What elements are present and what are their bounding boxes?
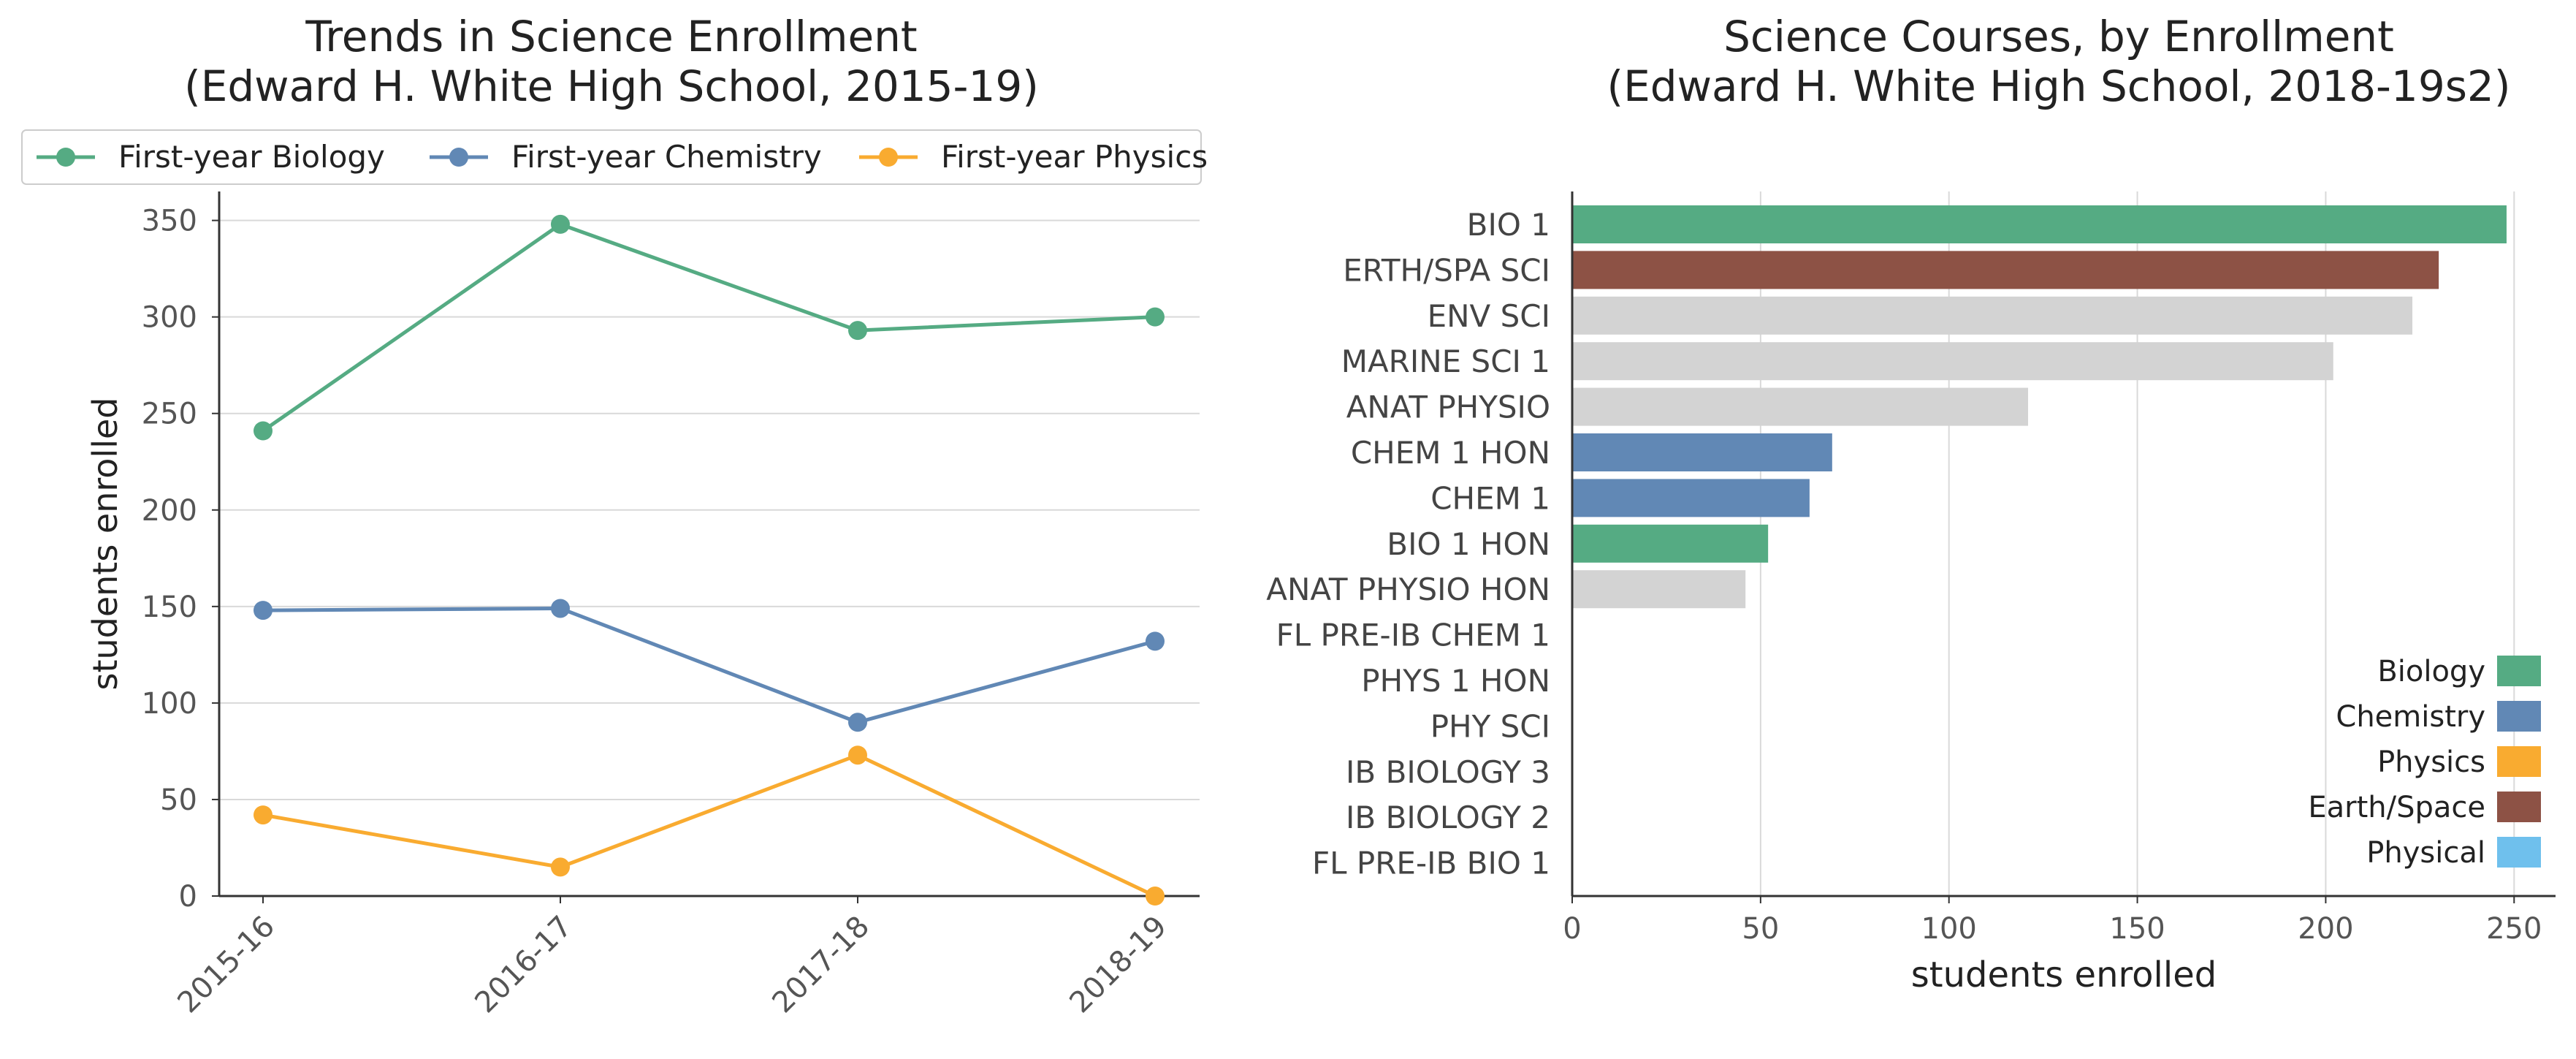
bar [1572, 296, 2413, 335]
y-tick-label: 200 [142, 494, 197, 528]
data-point [848, 321, 867, 341]
bar [1572, 205, 2507, 243]
x-tick-label: 150 [2109, 912, 2165, 946]
chart-title-line: Science Courses, by Enrollment [1723, 12, 2394, 61]
legend-marker [879, 148, 898, 167]
data-point [254, 601, 273, 620]
legend-swatch [2497, 837, 2541, 868]
legend-label: Physical [2366, 836, 2485, 870]
category-label: CHEM 1 [1430, 480, 1550, 516]
legend-marker [449, 148, 468, 167]
y-axis-label: students enrolled [85, 398, 125, 691]
y-tick-label: 150 [142, 591, 197, 624]
legend-swatch [2497, 792, 2541, 822]
x-tick-label: 2016-17 [468, 910, 579, 1020]
x-tick-label: 200 [2298, 912, 2353, 946]
y-tick-label: 100 [142, 687, 197, 721]
legend-label: First-year Physics [941, 139, 1208, 175]
y-tick-label: 300 [142, 301, 197, 335]
category-label: ANAT PHYSIO [1346, 390, 1550, 425]
bar [1572, 524, 1769, 563]
chart-title-line: Trends in Science Enrollment [305, 12, 917, 61]
bar [1572, 433, 1832, 471]
legend-label: First-year Biology [118, 139, 385, 175]
y-tick-label: 50 [160, 783, 197, 817]
category-label: ENV SCI [1428, 298, 1550, 334]
category-label: IB BIOLOGY 3 [1346, 754, 1550, 790]
legend-swatch [2497, 701, 2541, 732]
legend-label: Physics [2377, 745, 2485, 779]
bar-chart: Science Courses, by Enrollment(Edward H.… [1266, 12, 2556, 995]
legend: Biology Chemistry Physics Earth/Space Physic… [2308, 655, 2541, 870]
data-point [1146, 631, 1165, 651]
category-label: CHEM 1 HON [1351, 435, 1550, 471]
legend-label: Biology [2377, 655, 2485, 688]
category-label: PHY SCI [1430, 708, 1550, 744]
category-label: IB BIOLOGY 2 [1346, 800, 1550, 835]
category-label: ERTH/SPA SCI [1343, 252, 1550, 288]
legend-swatch [2497, 746, 2541, 777]
x-tick-label: 100 [1921, 912, 1977, 946]
bar [1572, 251, 2439, 289]
legend-label: Chemistry [2336, 700, 2485, 734]
category-label: ANAT PHYSIO HON [1266, 572, 1550, 607]
line-chart: Trends in Science Enrollment(Edward H. W… [21, 12, 1208, 1020]
x-tick-label: 50 [1742, 912, 1779, 946]
y-tick-label: 350 [142, 205, 197, 238]
x-tick-label: 2015-16 [171, 910, 281, 1020]
series-line [262, 753, 1156, 898]
legend-label: First-year Chemistry [511, 139, 822, 175]
data-point [848, 745, 867, 765]
x-tick-label: 2018-19 [1063, 910, 1173, 1020]
series-line [262, 222, 1156, 433]
bar [1572, 570, 1746, 609]
data-point [551, 599, 570, 618]
category-label: FL PRE-IB CHEM 1 [1276, 618, 1550, 653]
data-point [551, 214, 570, 234]
x-tick-label: 250 [2486, 912, 2542, 946]
category-label: PHYS 1 HON [1361, 663, 1550, 699]
bar [1572, 342, 2333, 381]
category-label: BIO 1 [1467, 207, 1550, 243]
legend-swatch [2497, 656, 2541, 686]
legend-box [21, 129, 1202, 185]
data-point [848, 713, 867, 732]
data-point [1146, 887, 1165, 906]
data-point [254, 805, 273, 825]
y-tick-label: 0 [179, 880, 197, 914]
x-tick-label: 2017-18 [766, 910, 876, 1020]
data-point [551, 857, 570, 877]
legend-marker [56, 148, 75, 167]
chart-title-line: (Edward H. White High School, 2015-19) [184, 61, 1039, 111]
x-axis-label: students enrolled [1911, 954, 2217, 995]
x-tick-label: 0 [1563, 912, 1581, 946]
data-point [1146, 307, 1165, 327]
legend: First-year Biology First-year Chemistry Fi… [21, 129, 1208, 185]
data-point [254, 421, 273, 441]
category-label: MARINE SCI 1 [1341, 343, 1550, 379]
legend-label: Earth/Space [2308, 791, 2485, 824]
y-tick-label: 250 [142, 398, 197, 431]
category-label: FL PRE-IB BIO 1 [1312, 846, 1550, 881]
bar [1572, 387, 2029, 426]
chart-title-line: (Edward H. White High School, 2018-19s2) [1607, 61, 2511, 111]
bar [1572, 479, 1810, 517]
series-line [262, 606, 1156, 724]
category-label: BIO 1 HON [1387, 526, 1550, 562]
